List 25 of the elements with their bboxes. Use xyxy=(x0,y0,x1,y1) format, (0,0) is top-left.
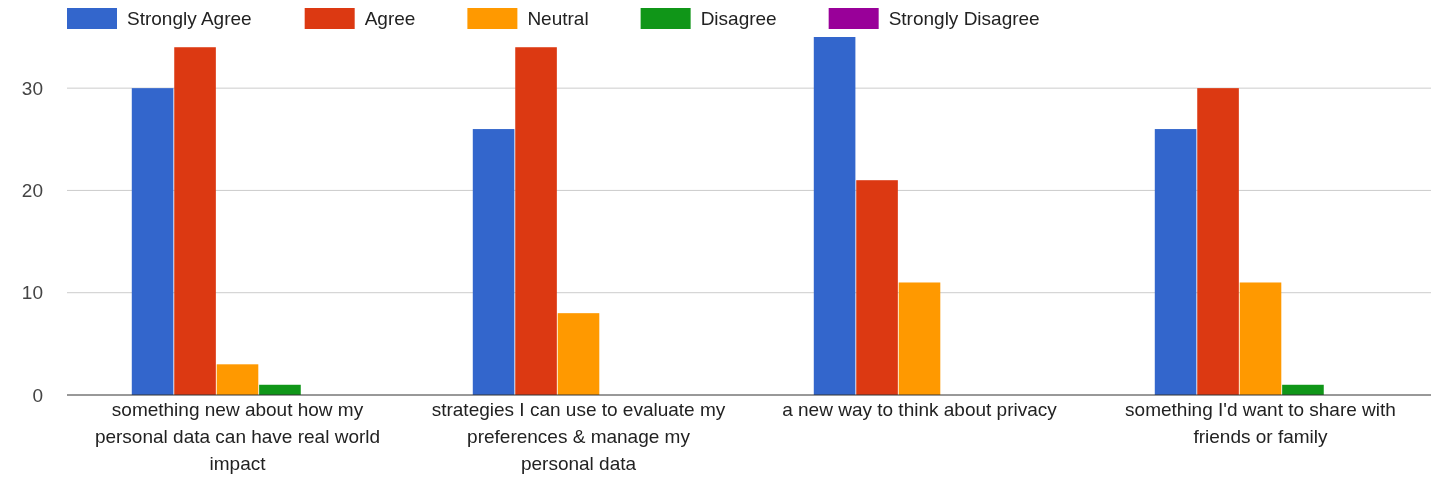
x-tick-label: a new way to think about privacy xyxy=(782,399,1058,420)
legend-label: Strongly Disagree xyxy=(888,7,1040,29)
x-tick-label: something I'd want to share with friends or family xyxy=(1125,399,1396,447)
y-tick-label: 30 xyxy=(21,77,43,99)
y-tick-label: 10 xyxy=(21,282,43,304)
bar xyxy=(1197,88,1239,395)
legend-label: Neutral xyxy=(527,7,589,29)
bar xyxy=(856,180,898,395)
bar xyxy=(216,364,259,395)
bar xyxy=(472,129,515,395)
legend-label: Agree xyxy=(364,7,416,29)
bar xyxy=(813,37,856,395)
y-tick-label: 20 xyxy=(21,179,43,201)
bar xyxy=(1239,282,1282,395)
bar xyxy=(174,47,216,395)
bar xyxy=(515,47,557,395)
bar xyxy=(557,313,600,395)
legend-label: Disagree xyxy=(700,7,777,29)
bar xyxy=(1154,129,1197,395)
x-tick-label: strategies I can use to evaluate my preferences & manage my personal data xyxy=(431,399,726,474)
bar xyxy=(898,282,941,395)
y-tick-label: 0 xyxy=(32,384,43,406)
bar xyxy=(131,88,174,395)
x-tick-label: something new about how my personal data can have real world impact xyxy=(94,399,381,474)
legend-label: Strongly Agree xyxy=(127,7,252,29)
